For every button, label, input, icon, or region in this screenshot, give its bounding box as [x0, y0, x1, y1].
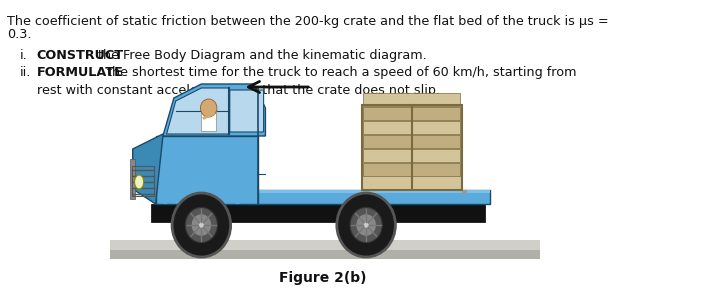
Text: the shortest time for the truck to reach a speed of 60 km/h, starting from: the shortest time for the truck to reach…	[103, 66, 576, 79]
Polygon shape	[163, 84, 265, 136]
Text: 0.3.: 0.3.	[7, 29, 32, 42]
Circle shape	[191, 214, 211, 236]
Text: i.: i.	[20, 49, 28, 62]
Bar	[363, 107, 460, 120]
Bar	[363, 149, 460, 162]
Bar	[151, 204, 485, 222]
Polygon shape	[133, 134, 163, 204]
Bar	[247, 190, 490, 193]
Bar	[363, 121, 460, 134]
Text: Figure 2(b): Figure 2(b)	[279, 271, 367, 285]
Bar	[110, 240, 540, 252]
Circle shape	[356, 214, 376, 236]
Bar	[201, 111, 216, 131]
Text: The coefficient of static friction between the 200-kg crate and the flat bed of : The coefficient of static friction betwe…	[7, 15, 609, 28]
Text: ii.: ii.	[20, 66, 32, 79]
Text: the Free Body Diagram and the kinematic diagram.: the Free Body Diagram and the kinematic …	[94, 49, 427, 62]
Text: CONSTRUCT: CONSTRUCT	[37, 49, 124, 62]
FancyBboxPatch shape	[230, 90, 264, 132]
Circle shape	[337, 193, 395, 257]
Bar	[361, 105, 462, 190]
Circle shape	[172, 193, 230, 257]
Text: FORMULATE: FORMULATE	[37, 66, 123, 79]
Bar	[361, 105, 462, 190]
Circle shape	[199, 222, 204, 228]
Bar	[110, 250, 540, 259]
Bar	[462, 190, 467, 194]
Bar	[247, 190, 490, 204]
Circle shape	[185, 207, 218, 243]
Bar	[363, 135, 460, 148]
Bar	[363, 93, 460, 106]
Polygon shape	[167, 88, 229, 134]
Circle shape	[363, 222, 369, 228]
Bar	[156, 136, 258, 204]
Bar	[132, 166, 153, 196]
Ellipse shape	[134, 175, 144, 189]
Bar	[363, 163, 460, 176]
Circle shape	[350, 207, 382, 243]
Circle shape	[201, 99, 217, 117]
Text: rest with constant acceleration, so that the crate does not slip.: rest with constant acceleration, so that…	[37, 84, 440, 97]
Bar	[130, 159, 134, 199]
